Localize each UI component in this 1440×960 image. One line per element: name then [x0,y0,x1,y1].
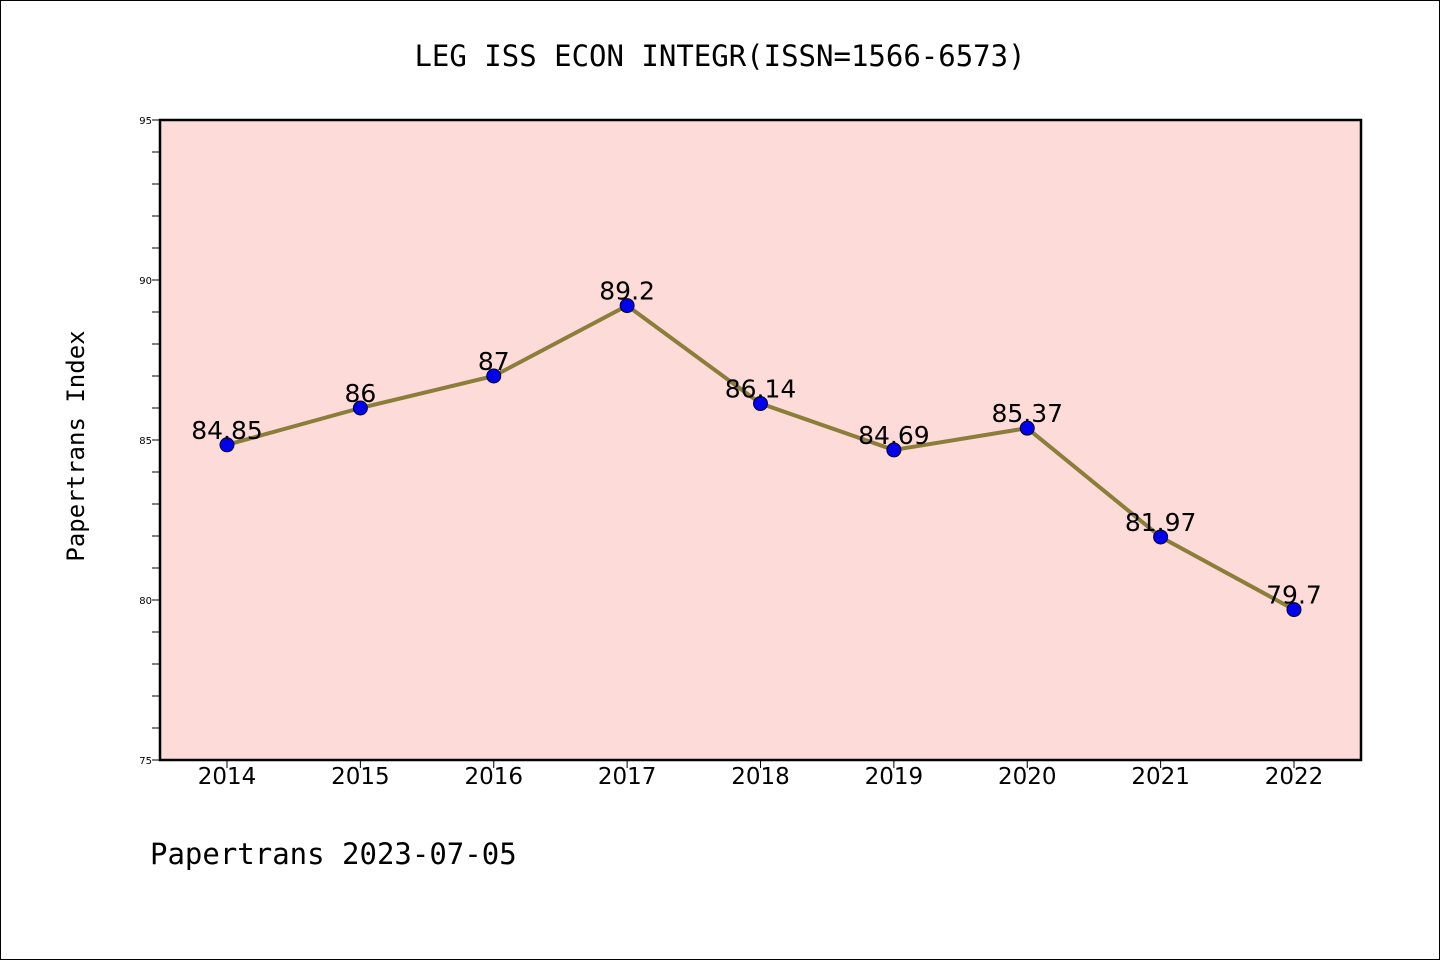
x-tick-label: 2022 [1265,764,1324,790]
data-label: 86 [344,379,376,408]
data-label: 87 [478,347,510,376]
x-tick-label: 2016 [464,764,523,790]
x-tick-label: 2017 [598,764,657,790]
data-point [352,400,368,416]
x-tick-label: 2014 [198,764,257,790]
data-label: 84.69 [858,421,930,450]
x-tick-label: 2021 [1131,764,1190,790]
data-point [619,298,635,314]
data-label: 84.85 [191,416,263,445]
x-axis: 2014 2015 2016 2017 2018 2019 2020 2021 2022 [198,760,1324,790]
data-point [1153,529,1169,545]
x-tick-label: 2015 [331,764,390,790]
plot-area [158,118,1363,762]
x-tick-label: 2018 [731,764,790,790]
y-tick-label: 95 [139,116,152,127]
y-tick-label: 80 [139,596,152,607]
data-point [753,396,768,412]
data-label: 79.7 [1266,581,1322,610]
series-layer [219,298,1302,618]
y-axis: 75 80 85 90 95 [139,116,160,767]
data-label: 85.37 [991,399,1063,428]
footer-date: Papertrans 2023-07-05 [150,837,517,871]
data-point [1019,420,1035,436]
chart-title: LEG ISS ECON INTEGR(ISSN=1566-6573) [414,39,1025,73]
data-point [1286,602,1302,618]
x-tick-label: 2020 [998,764,1057,790]
data-labels: 84.85 86 87 89.2 86.14 84.69 85.37 81.97 79.7 [191,277,1322,610]
data-label: 86.14 [725,375,797,404]
y-tick-label: 75 [139,756,152,767]
data-label: 89.2 [599,277,655,306]
y-tick-label: 90 [139,276,152,287]
x-tick-label: 2019 [865,764,924,790]
data-point [886,442,902,458]
y-axis-label: Papertrans Index [62,330,90,561]
data-point [486,368,502,384]
y-tick-label: 85 [139,436,152,447]
data-point [219,437,235,453]
data-label: 81.97 [1125,508,1197,537]
